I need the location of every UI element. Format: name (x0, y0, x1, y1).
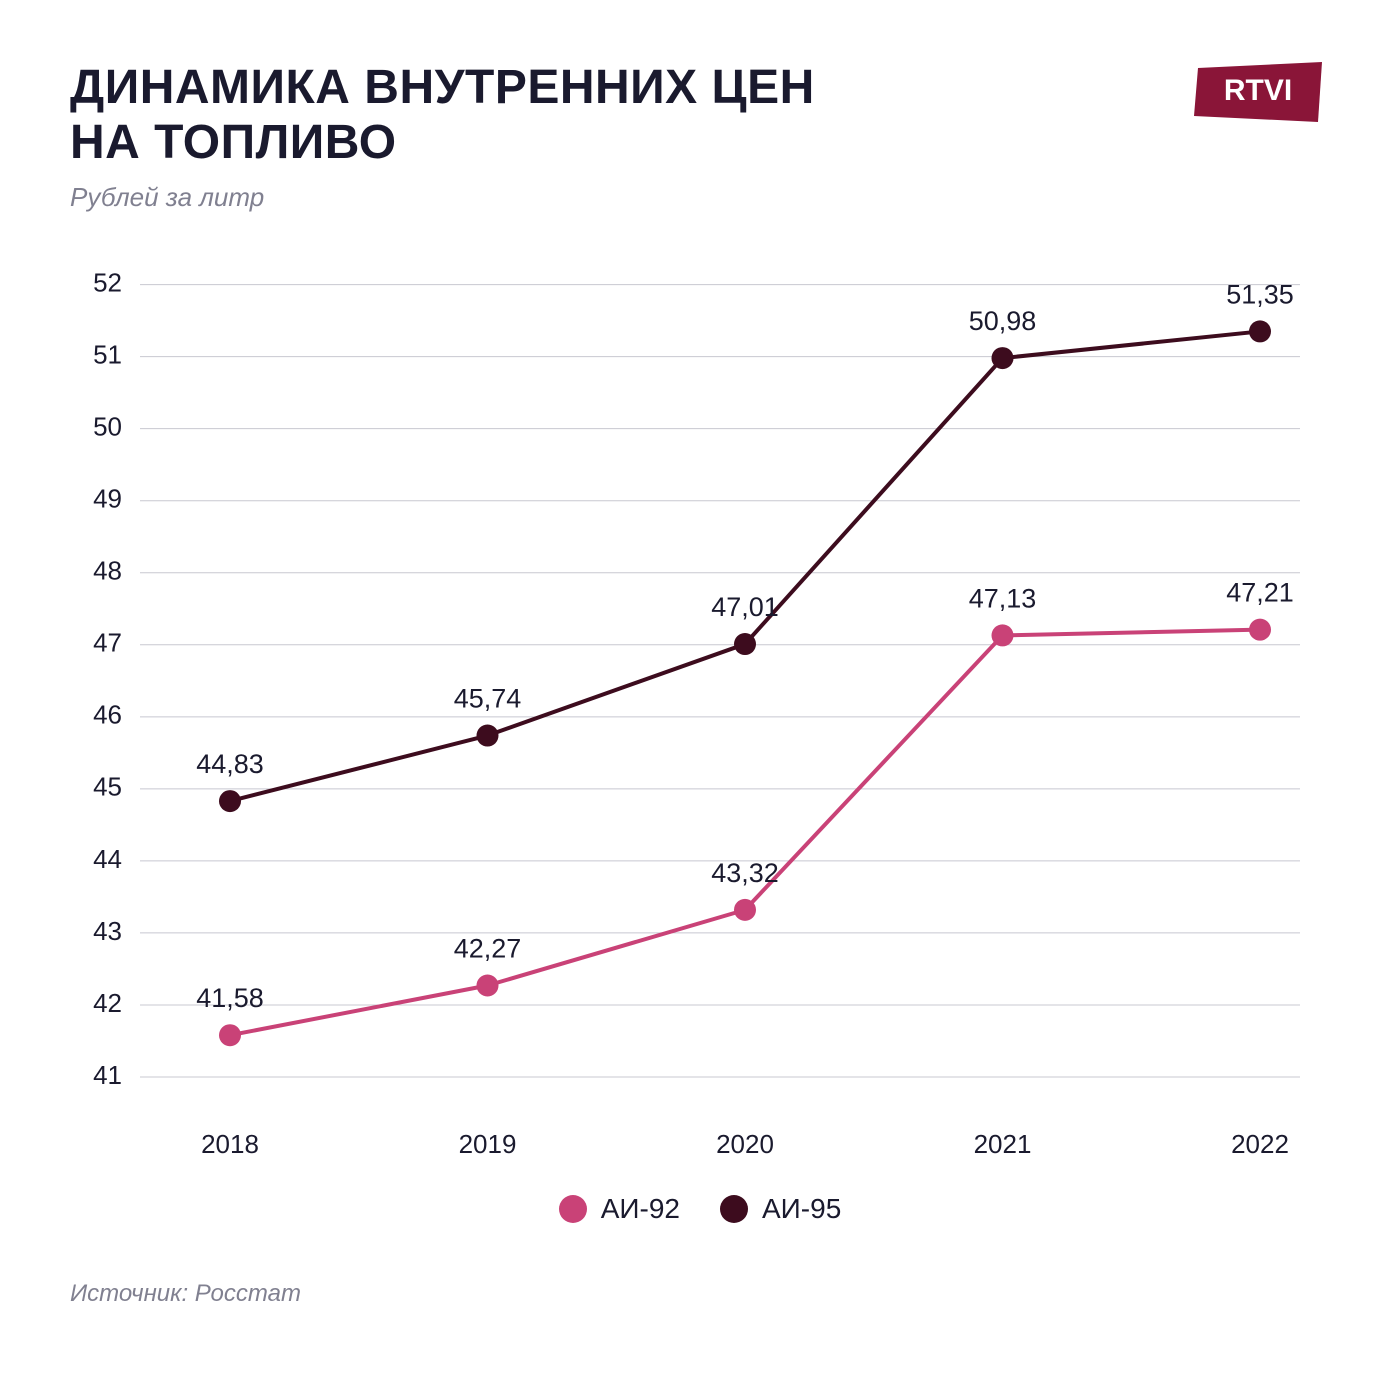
point-label: 50,98 (969, 306, 1037, 336)
legend-label: АИ-92 (601, 1193, 680, 1225)
y-tick-label: 41 (93, 1060, 122, 1090)
point-label: 51,35 (1226, 280, 1294, 310)
chart-title: ДИНАМИКА ВНУТРЕННИХ ЦЕН НА ТОПЛИВО (70, 60, 815, 170)
legend-dot (720, 1195, 748, 1223)
series-line (230, 332, 1260, 802)
data-point (1249, 321, 1271, 343)
point-label: 45,74 (454, 684, 522, 714)
legend-label: АИ-95 (762, 1193, 841, 1225)
data-point (477, 725, 499, 747)
y-tick-label: 49 (93, 484, 122, 514)
chart-svg: 41 42 43 44 45 46 47 48 49 50 51 52 2018 2019 2020 2021… (70, 243, 1330, 1173)
chart-subtitle: Рублей за литр (70, 182, 1330, 213)
data-point (219, 1025, 241, 1047)
rtvi-logo: RTVI (1190, 60, 1330, 130)
point-label: 41,58 (196, 984, 264, 1014)
x-tick-label: 2018 (201, 1129, 259, 1159)
y-tick-label: 42 (93, 988, 122, 1018)
y-tick-label: 44 (93, 844, 122, 874)
legend-item: АИ-95 (720, 1193, 841, 1225)
data-point (1249, 619, 1271, 641)
point-label: 43,32 (711, 858, 779, 888)
data-point (734, 633, 756, 655)
x-tick-label: 2020 (716, 1129, 774, 1159)
y-tick-label: 47 (93, 628, 122, 658)
legend-item: АИ-92 (559, 1193, 680, 1225)
y-tick-label: 52 (93, 268, 122, 298)
x-tick-label: 2021 (974, 1129, 1032, 1159)
logo-text: RTVI (1224, 74, 1292, 107)
data-point (992, 625, 1014, 647)
y-tick-label: 43 (93, 916, 122, 946)
series-line (230, 630, 1260, 1036)
legend-dot (559, 1195, 587, 1223)
y-tick-label: 46 (93, 700, 122, 730)
chart-container: ДИНАМИКА ВНУТРЕННИХ ЦЕН НА ТОПЛИВО RTVI … (0, 0, 1400, 1400)
data-point (477, 975, 499, 997)
point-label: 42,27 (454, 934, 522, 964)
chart-legend: АИ-92 АИ-95 (70, 1193, 1330, 1225)
chart-plot-area: 41 42 43 44 45 46 47 48 49 50 51 52 2018 2019 2020 2021… (70, 243, 1330, 1173)
x-tick-label: 2022 (1231, 1129, 1289, 1159)
data-point (992, 347, 1014, 369)
data-point (734, 899, 756, 921)
chart-source: Источник: Росстат (70, 1280, 1330, 1308)
y-tick-label: 50 (93, 412, 122, 442)
header: ДИНАМИКА ВНУТРЕННИХ ЦЕН НА ТОПЛИВО RTVI (70, 60, 1330, 170)
title-line-2: НА ТОПЛИВО (70, 116, 397, 169)
point-label: 47,21 (1226, 578, 1294, 608)
y-tick-label: 45 (93, 772, 122, 802)
point-label: 47,13 (969, 584, 1037, 614)
point-label: 44,83 (196, 749, 264, 779)
y-tick-label: 51 (93, 340, 122, 370)
data-point (219, 790, 241, 812)
y-tick-label: 48 (93, 556, 122, 586)
point-label: 47,01 (711, 592, 779, 622)
title-line-1: ДИНАМИКА ВНУТРЕННИХ ЦЕН (70, 61, 815, 114)
x-tick-label: 2019 (459, 1129, 517, 1159)
